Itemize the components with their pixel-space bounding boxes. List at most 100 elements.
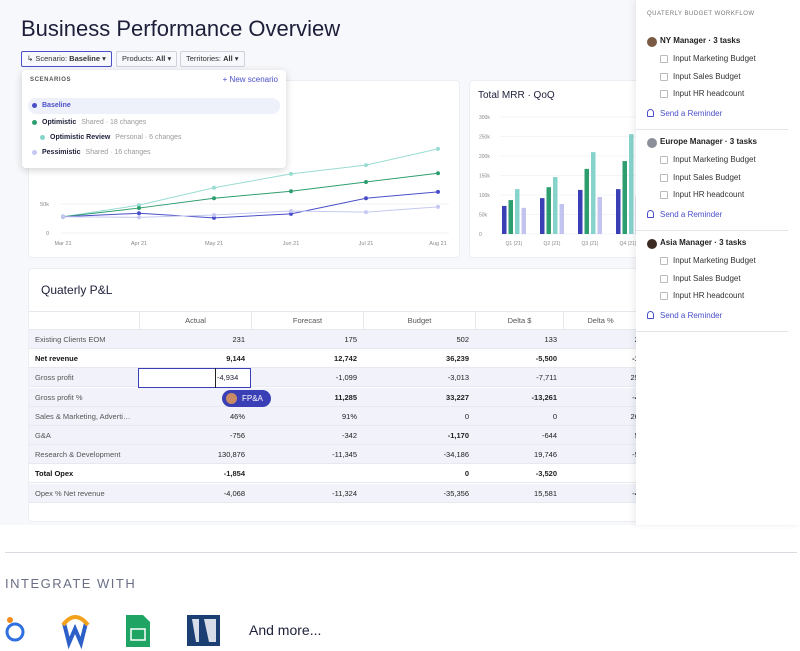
table-cell: 33,227	[446, 392, 469, 402]
point	[137, 211, 141, 216]
table-cell: 12,742	[334, 354, 357, 364]
scenario-meta: Personal · 6 changes	[115, 134, 182, 141]
avatar	[647, 138, 657, 148]
group-title: Europe Manager · 3 tasks	[660, 137, 757, 146]
task: Input Sales Budget	[673, 71, 741, 81]
scenario-name: Pessimistic	[42, 149, 81, 156]
checkbox[interactable]	[660, 90, 668, 98]
checkbox[interactable]	[660, 156, 668, 164]
bar	[553, 177, 558, 234]
separator	[636, 331, 788, 332]
task: Input HR headcount	[673, 190, 745, 199]
scenario-meta: Shared · 16 changes	[85, 149, 151, 156]
task: Input Marketing Budget	[673, 155, 756, 164]
new-scenario[interactable]: + New scenario	[222, 75, 278, 84]
table-cell: -15	[569, 349, 643, 368]
point	[137, 203, 141, 208]
checkbox[interactable]	[660, 55, 668, 63]
line	[62, 148, 439, 218]
y-tick-label: 300k	[479, 115, 490, 121]
integration-logos	[5, 615, 220, 650]
group-title: Asia Manager · 3 tasks	[660, 238, 747, 247]
filter[interactable]: Products: All ▾	[116, 51, 178, 67]
table-row	[29, 445, 647, 465]
table-cell: 0	[552, 411, 557, 421]
send-reminder[interactable]: Send a Reminder	[660, 311, 723, 320]
task: Input HR headcount	[673, 89, 745, 98]
checkbox[interactable]	[660, 191, 668, 199]
send-reminder[interactable]: Send a Reminder	[660, 210, 723, 219]
scenario-name: Baseline	[42, 102, 71, 109]
task: Input Sales Budget	[673, 172, 741, 182]
checkbox[interactable]	[660, 274, 668, 283]
x-tick-label: Q2 (21)	[544, 241, 561, 247]
point	[289, 189, 293, 194]
table-cell: 26	[569, 330, 643, 349]
logo	[61, 615, 90, 627]
send-reminder[interactable]: Send a Reminder	[660, 109, 723, 118]
scenario-item[interactable]: Optimistic Review Personal · 6 changes	[40, 131, 181, 145]
x-tick-label: Q3 (21)	[582, 241, 599, 247]
filter[interactable]: ↳ Scenario: Baseline ▾	[21, 51, 112, 67]
point	[61, 214, 65, 219]
logo	[62, 622, 88, 650]
table-cell: -58	[569, 445, 643, 464]
avatar	[226, 393, 237, 404]
bar	[540, 198, 545, 234]
scenario-item[interactable]: Baseline	[32, 99, 71, 113]
scenario-item[interactable]: Pessimistic Shared · 16 changes	[32, 146, 151, 160]
point	[289, 208, 293, 213]
table-cell: -3,520	[535, 469, 557, 479]
bar	[591, 152, 596, 234]
point	[212, 185, 216, 190]
table-row	[29, 426, 647, 445]
logo	[7, 617, 13, 623]
table-cell: -3,013	[447, 373, 469, 383]
point	[212, 215, 216, 220]
bar	[502, 205, 507, 234]
x-tick-label: Jul 21	[359, 241, 374, 247]
point	[289, 211, 293, 216]
checkbox[interactable]	[660, 292, 668, 300]
table-cell: -1,170	[447, 431, 469, 440]
logo	[5, 622, 25, 642]
checkbox[interactable]	[660, 257, 668, 265]
scenario-name: Optimistic Review	[50, 134, 111, 141]
point	[364, 210, 368, 215]
scenario-dot	[32, 149, 37, 155]
menu-title: SCENARIOS	[30, 77, 72, 83]
row-label: Research & Development	[35, 450, 121, 460]
row-label: G&A	[35, 431, 51, 440]
filter-label: Territories:	[186, 54, 222, 63]
point	[364, 163, 368, 168]
scenario-menu: SCENARIOS + New scenario Baseline Optimis…	[22, 70, 286, 168]
scenario-meta: Shared · 18 changes	[81, 119, 147, 126]
scenario-dot	[40, 134, 45, 140]
point	[364, 179, 368, 184]
x-tick-label: Q1 (21)	[506, 241, 523, 247]
y-tick-label: 200k	[479, 154, 490, 160]
column-header: Delta $	[475, 311, 563, 330]
table-cell: 231	[232, 335, 245, 344]
bar	[508, 200, 513, 234]
group-title: NY Manager · 3 tasks	[660, 36, 741, 45]
table-cell: 91%	[341, 411, 357, 421]
point	[364, 196, 368, 201]
filter[interactable]: Territories: All ▾	[180, 51, 245, 67]
x-tick-label: Apr 21	[131, 241, 147, 247]
row-label: Total Opex	[35, 469, 74, 479]
filter-value: All	[155, 54, 166, 63]
checkbox[interactable]	[660, 72, 668, 81]
scenario-item[interactable]: Optimistic Shared · 18 changes	[32, 116, 146, 130]
filter-label: Products:	[122, 54, 154, 63]
x-tick-label: Aug 21	[429, 241, 446, 247]
row-label: Gross profit	[35, 373, 74, 383]
checkbox[interactable]	[660, 173, 668, 182]
table-cell: 256	[569, 368, 643, 387]
line	[62, 206, 439, 218]
table-cell: -4,934	[215, 368, 245, 388]
y-tick-label: 100k	[479, 193, 490, 199]
table-row	[29, 464, 647, 484]
bar	[584, 168, 589, 234]
